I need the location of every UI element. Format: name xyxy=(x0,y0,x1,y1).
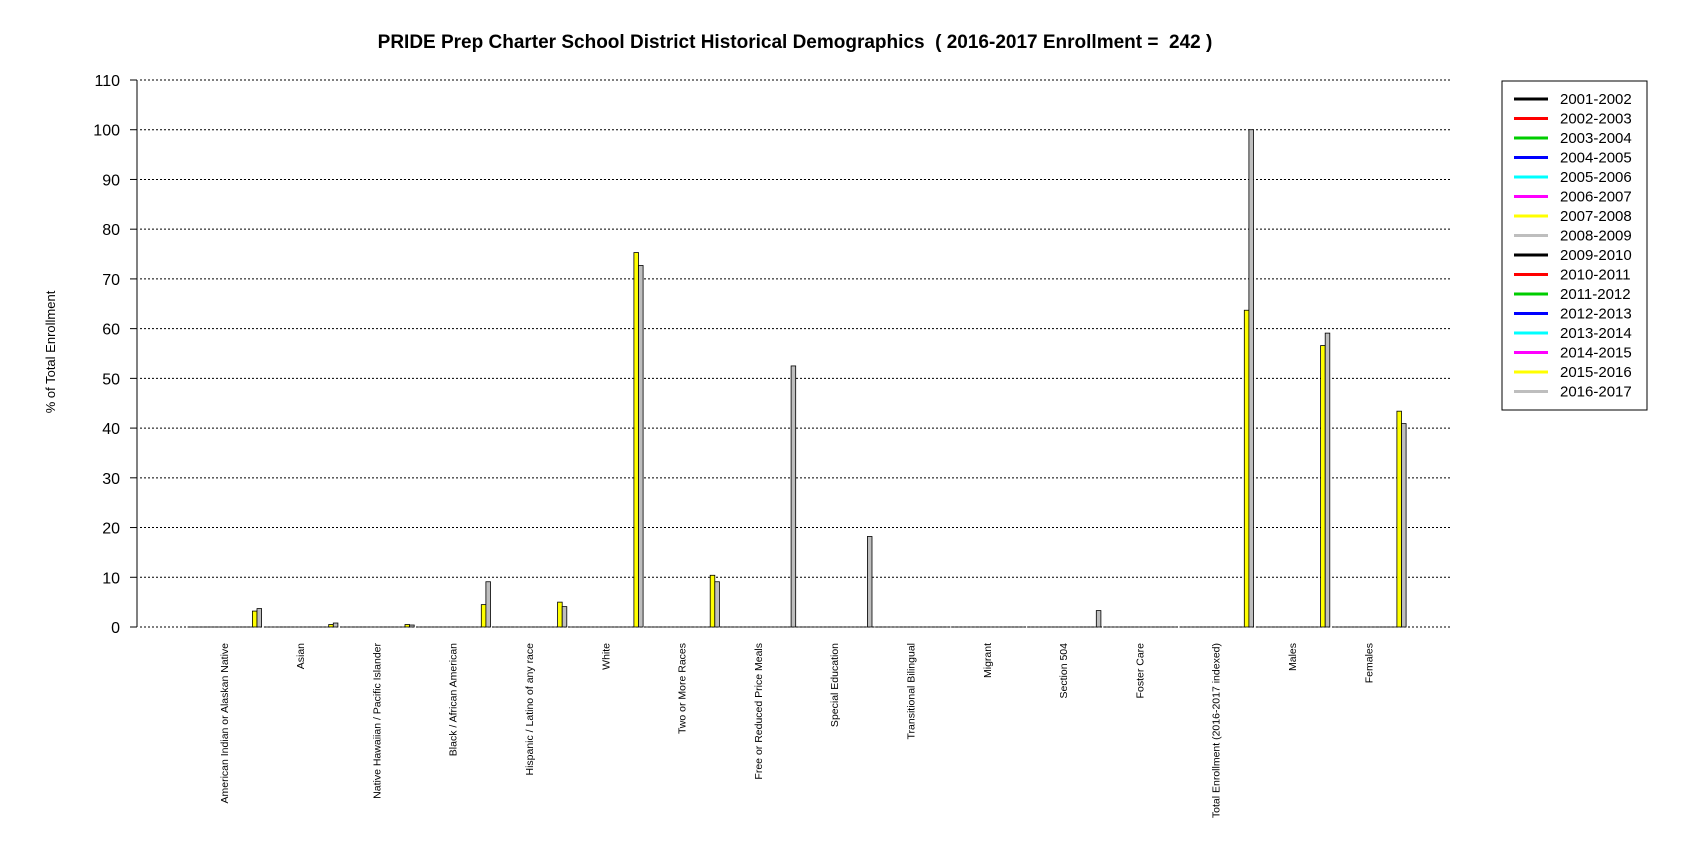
y-tick-label: 110 xyxy=(94,73,120,90)
bar xyxy=(251,610,258,628)
y-tick-label: 20 xyxy=(102,521,120,538)
legend-entry: 2002-2003 xyxy=(1560,111,1632,128)
bar-group xyxy=(1255,332,1331,628)
bar xyxy=(256,608,262,628)
legend-entry: 2008-2009 xyxy=(1560,228,1632,245)
x-tick-label: Asian xyxy=(295,643,307,669)
legend-box xyxy=(1501,80,1648,411)
legend-entry: 2003-2004 xyxy=(1560,130,1632,147)
y-tick-label: 50 xyxy=(102,371,120,388)
bars xyxy=(187,129,1407,628)
y-tick-label: 100 xyxy=(93,123,120,140)
bar-group xyxy=(1026,610,1102,628)
bar xyxy=(332,622,339,628)
bar xyxy=(1324,332,1331,628)
bar xyxy=(328,624,334,628)
chart-title: PRIDE Prep Charter School District Histo… xyxy=(378,32,1213,53)
legend-entry: 2012-2013 xyxy=(1560,306,1632,323)
bar-group xyxy=(416,581,491,628)
bar xyxy=(561,606,568,628)
legend-entry: 2015-2016 xyxy=(1560,364,1632,381)
legend-entry: 2009-2010 xyxy=(1560,247,1632,264)
bar xyxy=(480,604,487,628)
legend-entry: 2016-2017 xyxy=(1560,384,1632,401)
bar-group xyxy=(645,574,720,628)
legend-entry: 2007-2008 xyxy=(1560,208,1632,225)
y-tick-label: 0 xyxy=(111,620,120,637)
bar xyxy=(404,624,410,628)
y-tick-label: 60 xyxy=(102,322,120,339)
y-axis: 0 10 20 30 40 50 60 70 80 90 100 110 xyxy=(93,73,138,637)
bar-group xyxy=(187,608,262,628)
bar xyxy=(867,536,873,628)
legend: 2001-2002 2002-2003 2003-2004 2004-2005 2005… xyxy=(1501,80,1648,411)
x-tick-label: Hispanic / Latino of any race xyxy=(524,643,536,776)
y-tick-label: 30 xyxy=(102,471,120,488)
legend-entry: 2004-2005 xyxy=(1560,150,1632,167)
bar-group xyxy=(721,365,797,628)
bar xyxy=(557,601,563,628)
legend-entry: 2006-2007 xyxy=(1560,189,1632,206)
legend-entry: 2005-2006 xyxy=(1560,169,1632,186)
legend-entry: 2010-2011 xyxy=(1560,267,1631,284)
legend-entry: 2014-2015 xyxy=(1560,345,1632,362)
x-tick-label: Males xyxy=(1287,643,1299,671)
bar xyxy=(1396,410,1402,628)
y-tick-label: 90 xyxy=(102,172,120,189)
x-tick-label: Two or More Races xyxy=(677,643,689,734)
bar xyxy=(409,624,415,628)
bar xyxy=(709,574,716,628)
x-tick-label: Section 504 xyxy=(1058,643,1070,699)
bar-group xyxy=(340,624,415,628)
bar xyxy=(638,265,644,628)
y-tick-label: 40 xyxy=(102,421,120,438)
x-tick-label: Native Hawaiian / Pacific Islander xyxy=(371,643,383,799)
bar xyxy=(633,252,639,628)
bar-group xyxy=(1332,410,1407,628)
bar xyxy=(714,581,720,628)
y-tick-label: 70 xyxy=(102,272,120,289)
x-tick-label: Black / African American xyxy=(448,643,460,756)
x-tick-label: Transitional Bilingual xyxy=(906,643,918,740)
bar xyxy=(485,581,491,628)
x-tick-label: Special Education xyxy=(829,643,841,727)
x-tick-label: Free or Reduced Price Meals xyxy=(753,643,765,780)
x-tick-label: Total Enrollment (2016-2017 indexed) xyxy=(1211,643,1223,818)
x-tick-label: White xyxy=(600,643,612,670)
bar-group xyxy=(569,252,644,628)
legend-entry: 2011-2012 xyxy=(1560,286,1631,303)
x-tick-labels: American Indian or Alaskan Native Asian Na… xyxy=(219,643,1376,819)
y-tick-label: 10 xyxy=(102,570,120,587)
legend-entry: 2013-2014 xyxy=(1560,325,1632,342)
bar-group xyxy=(798,536,873,628)
x-tick-label: Females xyxy=(1363,643,1375,683)
x-tick-label: American Indian or Alaskan Native xyxy=(219,643,231,804)
bar xyxy=(1248,129,1254,628)
bar xyxy=(1401,423,1407,628)
y-tick-label: 80 xyxy=(102,222,120,239)
bar xyxy=(1320,345,1326,628)
bar-group xyxy=(1179,129,1254,628)
bar xyxy=(1243,309,1250,628)
legend-entry: 2001-2002 xyxy=(1560,91,1632,108)
x-tick-label: Migrant xyxy=(982,643,994,678)
bar xyxy=(790,365,797,628)
bar-group xyxy=(263,622,339,628)
bar-group xyxy=(492,601,568,628)
y-axis-label: % of Total Enrollment xyxy=(43,290,58,413)
bar xyxy=(1095,610,1102,628)
x-tick-label: Foster Care xyxy=(1134,643,1146,699)
